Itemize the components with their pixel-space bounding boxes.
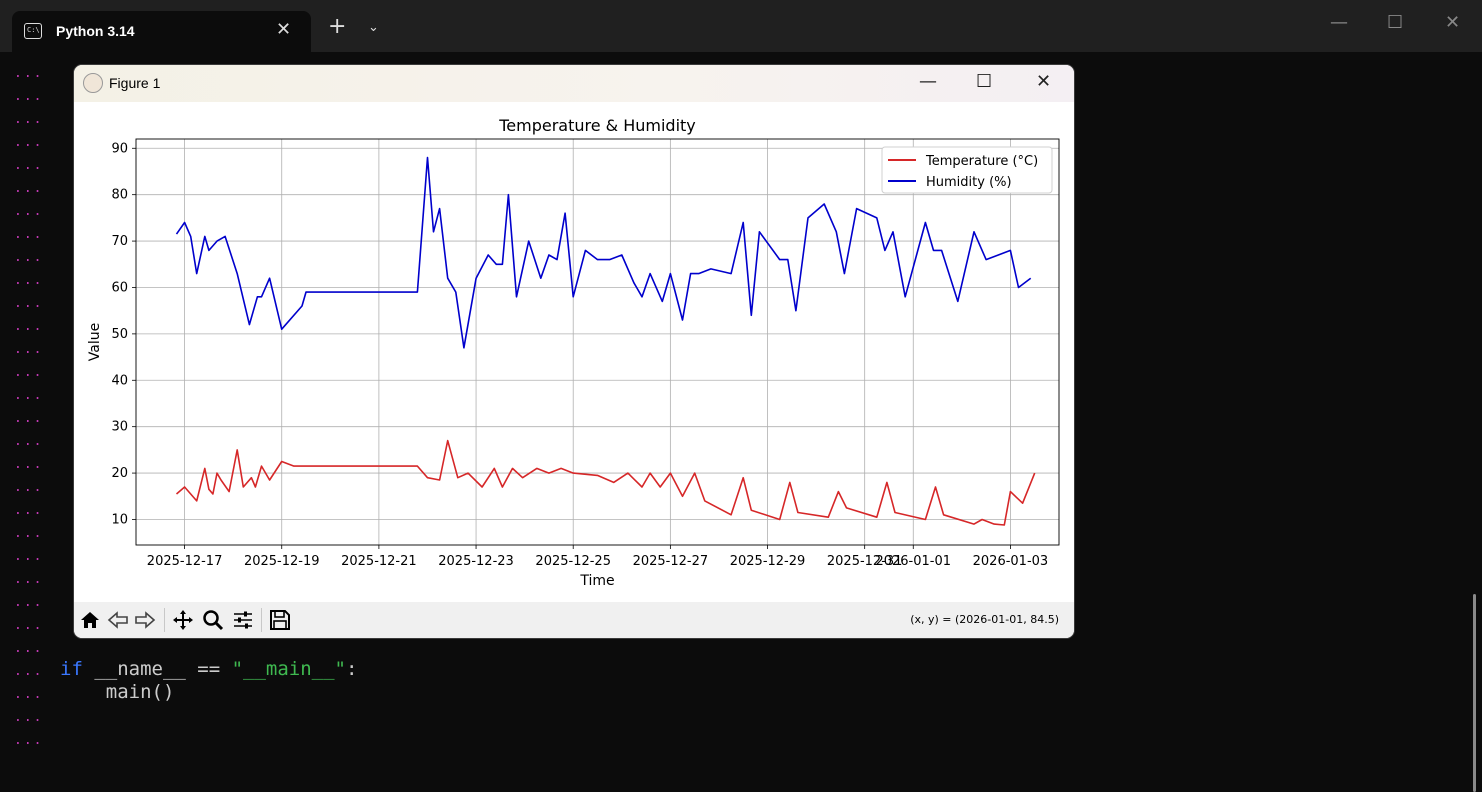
toolbar-separator: [164, 608, 165, 632]
x-tick-label: 2025-12-23: [438, 554, 514, 569]
prompt-dots: ...: [14, 411, 44, 426]
prompt-dots: ...: [14, 89, 44, 104]
x-tick-label: 2026-01-03: [973, 554, 1049, 569]
prompt-dots: ...: [14, 204, 44, 219]
scrollbar-thumb[interactable]: [1473, 594, 1476, 792]
y-tick-label: 60: [111, 280, 128, 295]
y-tick-label: 50: [111, 327, 128, 342]
x-tick-label: 2025-12-21: [341, 554, 417, 569]
prompt-dots: ...: [14, 595, 44, 610]
chart-svg[interactable]: 10 20 30 40 50 60 70 80 90 2025-12-17 2025-12-19 20…: [74, 102, 1074, 602]
legend-label: Temperature (°C): [925, 154, 1038, 169]
prompt-dots: ...: [14, 641, 44, 656]
save-icon[interactable]: [269, 609, 291, 631]
y-tick-label: 80: [111, 188, 128, 203]
prompt-dots: ...: [14, 273, 44, 288]
prompt-dots: ...: [14, 526, 44, 541]
terminal-titlebar: C:\ Python 3.14 ✕ + ⌄ — ☐ ✕: [0, 0, 1482, 52]
prompt-dots: ...: [14, 457, 44, 472]
tab-title: Python 3.14: [56, 23, 135, 39]
series-line-humidity: [175, 156, 1032, 349]
prompt-dots: ...: [14, 733, 44, 748]
figure-window: Figure 1 — ☐ ✕ 10 20 30 40 50 60 70 80 90 2025-12…: [74, 65, 1074, 638]
prompt-dots: ...: [14, 296, 44, 311]
zoom-icon[interactable]: [202, 609, 224, 631]
prompt-dots: ...: [14, 66, 44, 81]
prompt-dots: ...: [14, 572, 44, 587]
prompt-dots: ...: [14, 549, 44, 564]
x-tick-label: 2025-12-27: [633, 554, 709, 569]
prompt-dots: ...: [14, 342, 44, 357]
code-line-call: main(): [60, 681, 175, 703]
prompt-dots: ...: [14, 618, 44, 633]
x-tick-label: 2025-12-25: [535, 554, 611, 569]
coordinate-readout: (x, y) = (2026-01-01, 84.5): [910, 613, 1059, 626]
forward-icon[interactable]: [134, 609, 156, 631]
figure-titlebar: Figure 1 — ☐ ✕: [74, 65, 1074, 102]
configure-icon[interactable]: [232, 609, 254, 631]
prompt-dots: ...: [14, 181, 44, 196]
legend-label: Humidity (%): [926, 175, 1012, 190]
prompt-dots: ...: [14, 480, 44, 495]
axes-background: [136, 139, 1059, 545]
name-expr: __name__ ==: [82, 658, 232, 680]
new-tab-button[interactable]: +: [328, 14, 347, 39]
axes-frame: [135, 138, 1060, 546]
legend-box: [881, 146, 1053, 194]
y-tick-label: 40: [111, 373, 128, 388]
back-icon[interactable]: [107, 609, 129, 631]
y-tick-label: 70: [111, 234, 128, 249]
prompt-dots: ...: [14, 158, 44, 173]
chart-title: Temperature & Humidity: [498, 116, 696, 135]
prompt-dots: ...: [14, 319, 44, 334]
toolbar-separator: [261, 608, 262, 632]
terminal-icon: C:\: [24, 23, 42, 39]
prompt-dots: ...: [14, 687, 44, 702]
x-axis-label: Time: [579, 573, 614, 589]
prompt-dots: ...: [14, 112, 44, 127]
chevron-down-icon[interactable]: ⌄: [368, 20, 379, 35]
plot-area[interactable]: 10 20 30 40 50 60 70 80 90 2025-12-17 2025-12-19 20…: [74, 102, 1074, 602]
minimize-icon[interactable]: —: [1330, 12, 1348, 33]
main-string: "__main__": [231, 658, 346, 680]
x-tick-label: 2026-01-01: [875, 554, 951, 569]
x-tick-label: 2025-12-17: [147, 554, 223, 569]
keyword-if: if: [60, 658, 83, 680]
close-window-icon[interactable]: ✕: [1445, 12, 1461, 33]
y-axis-label: Value: [87, 323, 103, 361]
terminal-tab[interactable]: C:\ Python 3.14 ✕: [12, 11, 311, 52]
y-tick-label: 20: [111, 466, 128, 481]
y-tick-label: 30: [111, 420, 128, 435]
y-tick-label: 90: [111, 141, 128, 156]
colon: :: [346, 658, 358, 680]
prompt-dots: ...: [14, 710, 44, 725]
figure-close-icon[interactable]: ✕: [1036, 71, 1052, 92]
prompt-dots: ...: [14, 388, 44, 403]
x-tick-label: 2025-12-29: [730, 554, 806, 569]
figure-toolbar: (x, y) = (2026-01-01, 84.5): [74, 602, 1074, 638]
code-line-if: if __name__ == "__main__":: [60, 658, 357, 680]
maximize-icon[interactable]: ☐: [1387, 12, 1404, 33]
prompt-dots: ...: [14, 365, 44, 380]
figure-minimize-icon[interactable]: —: [919, 71, 937, 92]
close-tab-icon[interactable]: ✕: [276, 19, 292, 40]
y-tick-label: 10: [111, 512, 128, 527]
matplotlib-icon: [83, 73, 103, 93]
prompt-dots: ...: [14, 135, 44, 150]
x-tick-label: 2025-12-31: [827, 554, 903, 569]
prompt-dots: ...: [14, 250, 44, 265]
series-line-temperature: [175, 439, 1036, 526]
figure-title: Figure 1: [109, 75, 161, 91]
prompt-dots: ...: [14, 227, 44, 242]
prompt-dots: ...: [14, 503, 44, 518]
prompt-dots: ...: [14, 664, 44, 679]
prompt-dots: ...: [14, 434, 44, 449]
home-icon[interactable]: [79, 609, 101, 631]
figure-maximize-icon[interactable]: ☐: [976, 71, 993, 92]
x-tick-label: 2025-12-19: [244, 554, 320, 569]
pan-icon[interactable]: [172, 609, 194, 631]
